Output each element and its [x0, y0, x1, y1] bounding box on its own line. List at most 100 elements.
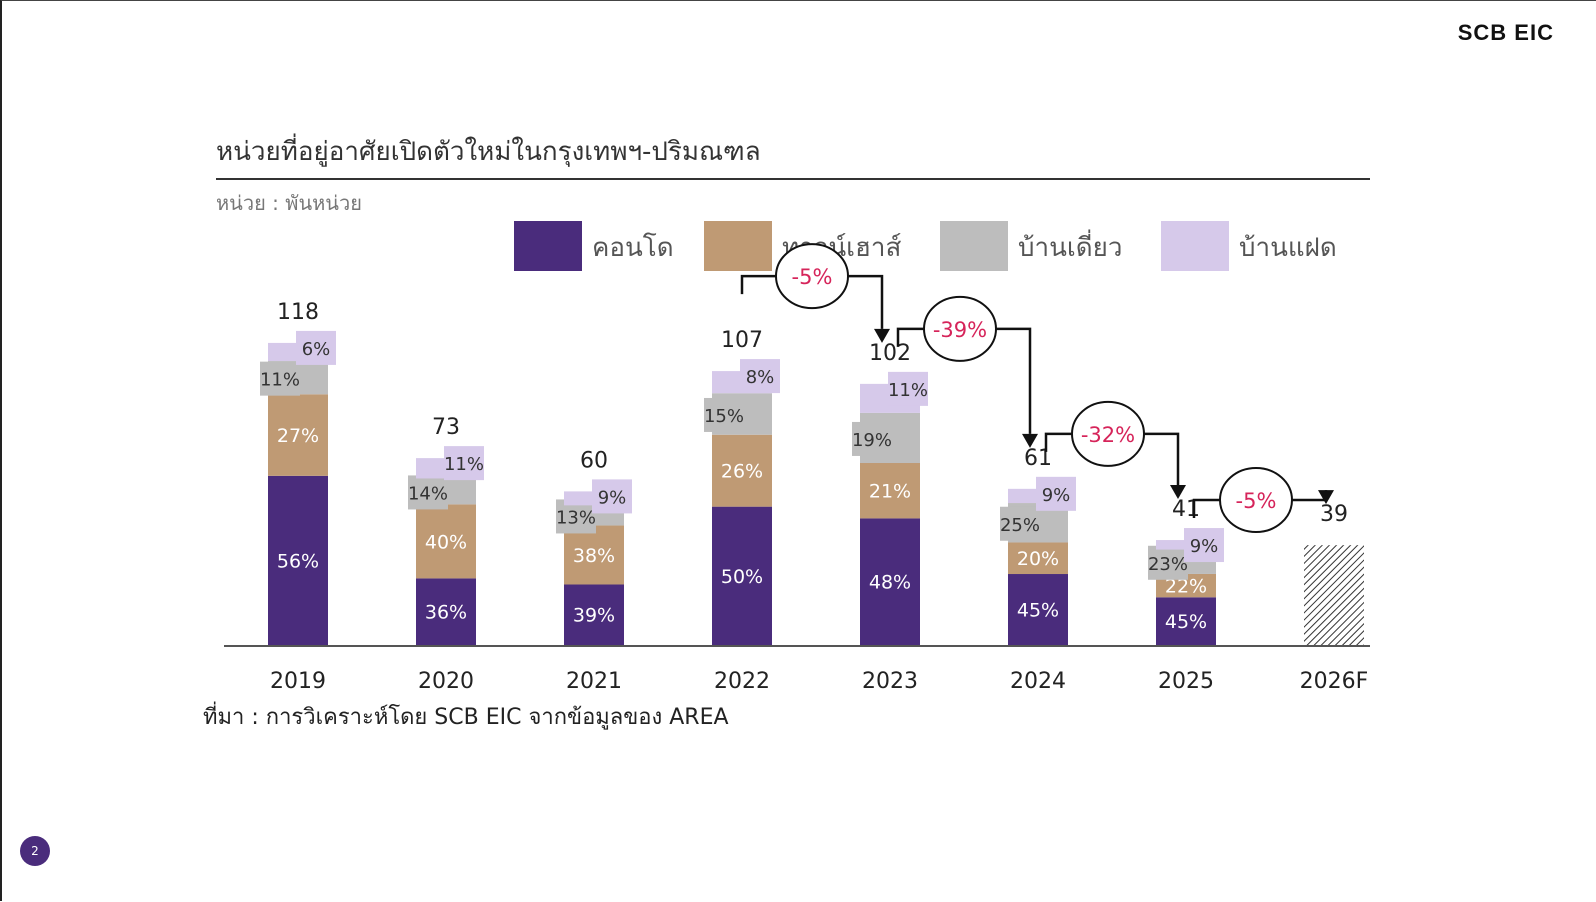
forecast-bar [1304, 545, 1364, 645]
segment-label: 9% [1042, 485, 1071, 506]
bar-group-2023: 48% 21% 19% 11% 102 [852, 341, 928, 645]
segment-label-box [1036, 476, 1076, 511]
arrow-head-icon [1318, 490, 1334, 505]
legend-swatch [940, 221, 1008, 271]
bar-segment [1008, 574, 1068, 645]
segment-label-box [1000, 506, 1040, 541]
segment-label-box [296, 330, 336, 365]
legend-label: บ้านแฝด [1239, 233, 1337, 263]
bar-group-2021: 39% 38% 13%9% 60 [556, 448, 632, 645]
x-tick-label: 2019 [270, 669, 326, 694]
segment-label-box [740, 359, 780, 394]
x-tick-label: 2025 [1158, 669, 1214, 694]
segment-label: 11% [260, 370, 300, 391]
bar-segment [416, 578, 476, 645]
change-indicator: -5% [740, 243, 890, 343]
total-label: 73 [432, 415, 460, 440]
bar-segment [712, 434, 772, 507]
x-tick-label: 2022 [714, 669, 770, 694]
total-label: 61 [1024, 446, 1052, 471]
bar-group-2019: 56% 27% 11%6% 118 [260, 300, 336, 645]
bar-segment [712, 506, 772, 645]
segment-label: 50% [721, 566, 763, 588]
segment-label: 9% [598, 487, 627, 508]
change-circle [1071, 400, 1145, 467]
change-indicator: -5% [1192, 467, 1334, 534]
segment-label-box [888, 371, 928, 406]
segment-label: 9% [1190, 536, 1219, 557]
bar-group-2022: 50% 26% 15%8% 107 [704, 328, 780, 645]
segment-label: 20% [1017, 548, 1059, 570]
arrow-head-icon [1170, 485, 1186, 500]
segment-label-box [704, 397, 744, 432]
x-tick-label: 2021 [566, 669, 622, 694]
bar-segment [1008, 542, 1068, 575]
bar-segment [564, 525, 624, 585]
segment-label: 48% [869, 572, 911, 594]
change-indicator: -32% [1044, 400, 1186, 500]
total-label: 118 [277, 300, 319, 325]
x-tick-label: 2020 [418, 669, 474, 694]
bar-segment [860, 518, 920, 645]
segment-label: 45% [1165, 611, 1207, 633]
change-circle [923, 295, 997, 362]
segment-label: 26% [721, 461, 763, 483]
segment-label-box [1148, 545, 1188, 580]
bar-group-2025: 45%22%23%9%41 [1148, 497, 1224, 645]
segment-label-box [1184, 528, 1224, 563]
bar-segment [1156, 573, 1216, 598]
bar-segment [1156, 597, 1216, 645]
page-number-badge[interactable]: 2 [20, 836, 50, 866]
unit-label: หน่วย : พันหน่วย [216, 191, 362, 215]
segment-label: 45% [1017, 600, 1059, 622]
bar-segment [416, 504, 476, 579]
scb-eic-logo: SCB EIC [1457, 20, 1554, 45]
segment-label: 39% [573, 605, 615, 627]
segment-label: 38% [573, 545, 615, 567]
bar-segment [268, 394, 328, 476]
total-label: 102 [869, 341, 911, 366]
segment-label: 8% [746, 367, 775, 388]
legend-label: บ้านเดี่ยว [1018, 229, 1122, 263]
change-circle [1219, 467, 1293, 534]
arrow-head-icon [1022, 433, 1038, 448]
change-label: -39% [933, 318, 987, 342]
change-label: -32% [1081, 423, 1135, 447]
segment-label: 23% [1148, 554, 1188, 575]
segment-label: 11% [444, 454, 484, 475]
segment-label-box [260, 361, 300, 396]
bar-group-2020: 36% 40% 14% 11% 73 [408, 415, 484, 645]
segment-label: 22% [1165, 576, 1207, 598]
bar-group-2026F: 39 [1304, 502, 1364, 645]
x-tick-label: 2024 [1010, 669, 1066, 694]
change-indicator: -39% [896, 295, 1038, 448]
segment-label: 27% [277, 425, 319, 447]
bar-segment [268, 475, 328, 645]
segment-label: 36% [425, 602, 467, 624]
segment-label: 19% [852, 430, 892, 451]
bar-group-2024: 45% 20% 25%9% 61 [1000, 446, 1076, 645]
legend-swatch [514, 221, 582, 271]
bar-segment [860, 463, 920, 519]
legend-swatch [704, 221, 772, 271]
chart-title: หน่วยที่อยู่อาศัยเปิดตัวใหม่ในกรุงเทพฯ-ป… [216, 133, 761, 167]
change-label: -5% [792, 265, 833, 289]
total-label: 107 [721, 328, 763, 353]
legend: คอนโด ทาวน์เฮาส์ บ้านเดี่ยว บ้านแฝด [514, 221, 1337, 271]
total-label: 60 [580, 448, 608, 473]
segment-label: 15% [704, 406, 744, 427]
segment-label-box [592, 479, 632, 514]
x-tick-label: 2023 [862, 669, 918, 694]
segment-label: 56% [277, 550, 319, 572]
segment-label-box [444, 446, 484, 481]
bar-segment [564, 584, 624, 645]
change-label: -5% [1236, 489, 1277, 513]
legend-swatch [1161, 221, 1229, 271]
x-tick-label: 2026F [1300, 669, 1369, 694]
segment-label: 14% [408, 483, 448, 504]
change-circle [775, 243, 849, 310]
segment-label: 40% [425, 531, 467, 553]
segment-label: 13% [556, 507, 596, 528]
